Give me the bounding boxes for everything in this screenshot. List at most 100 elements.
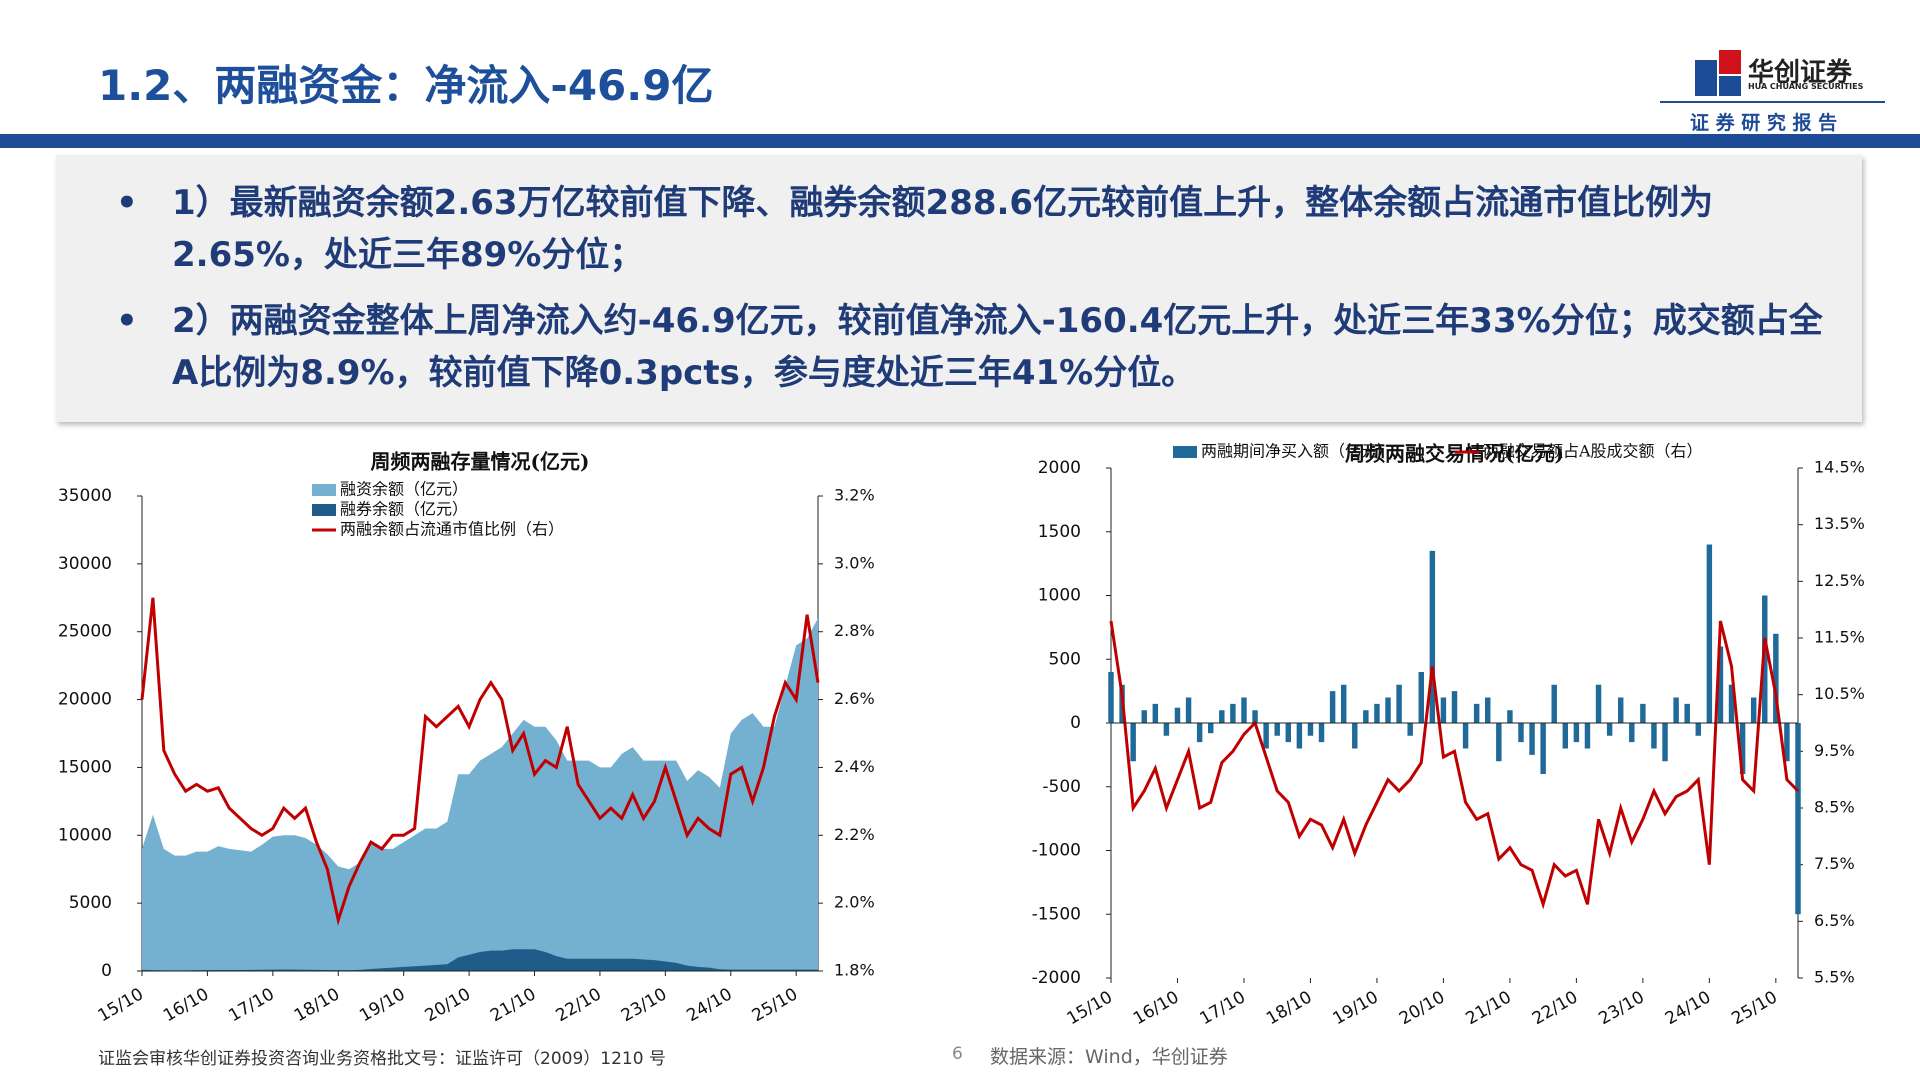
y-tick-label: -1000	[1032, 841, 1081, 861]
bar	[1374, 703, 1380, 723]
bar	[1739, 723, 1746, 774]
bar	[1706, 544, 1713, 723]
x-tick-label: 25/10	[1728, 987, 1780, 1029]
bar	[1285, 723, 1292, 743]
y-tick-label: 1000	[1038, 586, 1081, 606]
bar	[1629, 723, 1635, 743]
bar	[1329, 691, 1336, 723]
bar	[1507, 710, 1513, 723]
legend-label: 两融交易额占A股成交额（右）	[1483, 442, 1703, 461]
x-tick-label: 23/10	[1595, 987, 1647, 1029]
bar	[1728, 684, 1735, 723]
bar	[1673, 697, 1679, 723]
y2-tick-label: 2.8%	[834, 621, 875, 640]
x-tick-label: 19/10	[356, 984, 408, 1026]
bar	[1252, 710, 1258, 723]
bar	[1529, 723, 1535, 755]
bar	[1795, 723, 1801, 915]
bar	[1174, 707, 1181, 723]
bar	[1451, 691, 1458, 723]
x-tick-label: 15/10	[95, 984, 147, 1026]
y2-tick-label: 2.0%	[834, 893, 875, 912]
legend-swatch	[1173, 446, 1197, 458]
y2-tick-label: 2.2%	[834, 825, 875, 844]
line	[1109, 620, 1800, 910]
x-tick-label: 16/10	[160, 984, 212, 1026]
y-tick-label: 35000	[58, 486, 112, 506]
x-tick-label: 19/10	[1330, 987, 1382, 1029]
bar	[1717, 646, 1724, 723]
y-tick-label: 0	[1070, 713, 1081, 733]
y-tick-label: 15000	[58, 757, 112, 777]
bar	[1207, 723, 1214, 734]
bar	[1485, 697, 1491, 723]
y2-tick-label: 2.4%	[834, 757, 875, 776]
y-tick-label: -2000	[1032, 968, 1081, 988]
source: 数据来源：Wind，华创证券	[990, 1046, 1228, 1068]
x-tick-label: 18/10	[1263, 987, 1315, 1029]
logo-en: HUA CHUANG SECURITIES	[1748, 82, 1864, 91]
bar	[1185, 697, 1192, 723]
x-tick-label: 20/10	[1396, 987, 1448, 1029]
y-tick-label: 10000	[58, 825, 112, 845]
y-tick-label: 1500	[1038, 522, 1081, 542]
x-tick-label: 22/10	[1529, 987, 1581, 1029]
chart-title: 周频两融存量情况(亿元)	[371, 450, 590, 474]
bar	[1606, 723, 1613, 736]
y-tick-label: 500	[1049, 649, 1081, 669]
x-tick-label: 17/10	[225, 984, 277, 1026]
bar	[1662, 723, 1668, 762]
y2-tick-label: 6.5%	[1814, 911, 1855, 930]
license: 证监会审核华创证券投资咨询业务资格批文号：证监许可（2009）1210 号	[98, 1049, 666, 1069]
y2-tick-label: 10.5%	[1814, 684, 1865, 703]
bullet: 2）两融资金整体上周净流入约-46.9亿元，较前值净流入-160.4亿元上升，处…	[116, 295, 1832, 399]
legend-label: 两融余额占流通市值比例（右）	[340, 520, 564, 539]
bar	[1196, 723, 1203, 743]
bar	[1241, 697, 1247, 723]
logo-icon	[1695, 50, 1741, 96]
x-tick-label: 17/10	[1197, 987, 1249, 1029]
bar	[1762, 595, 1768, 723]
bar	[1163, 723, 1170, 736]
bar	[1784, 723, 1790, 762]
x-tick-label: 24/10	[1662, 987, 1714, 1029]
y-tick-label: 2000	[1038, 458, 1081, 478]
y-tick-label: 20000	[58, 690, 112, 710]
legend-swatch	[312, 504, 336, 516]
y2-tick-label: 11.5%	[1814, 628, 1865, 647]
y2-tick-label: 8.5%	[1814, 798, 1855, 817]
bar	[1750, 697, 1757, 723]
bullet: 1）最新融资余额2.63万亿较前值下降、融券余额288.6亿元较前值上升，整体余…	[116, 177, 1832, 281]
bar	[1684, 703, 1690, 723]
area	[142, 618, 818, 971]
bar	[1296, 723, 1303, 749]
line	[140, 597, 820, 926]
y2-tick-label: 12.5%	[1814, 571, 1865, 590]
x-tick-label: 18/10	[291, 984, 343, 1026]
bar	[1219, 710, 1225, 723]
x-tick-label: 23/10	[618, 984, 670, 1026]
logo-name: 华创证券	[1748, 58, 1853, 88]
bar	[1540, 723, 1546, 774]
bar	[1562, 723, 1569, 749]
legend-label: 两融期间净买入额（亿元）	[1201, 442, 1393, 461]
bar	[1363, 710, 1369, 723]
x-tick-label: 24/10	[683, 984, 735, 1026]
y2-tick-label: 2.6%	[834, 689, 875, 708]
bar	[1130, 723, 1136, 762]
bar	[1407, 723, 1413, 736]
bar	[1230, 703, 1236, 723]
charts: 周频两融存量情况(亿元)0500010000150002000025000300…	[58, 442, 1865, 1030]
bar	[1595, 684, 1602, 723]
area	[142, 949, 818, 971]
y2-tick-label: 1.8%	[834, 961, 875, 980]
page-number: 6	[952, 1044, 963, 1064]
bar	[1263, 723, 1269, 749]
bar	[1462, 723, 1469, 749]
y2-tick-label: 13.5%	[1814, 514, 1865, 533]
y2-tick-label: 14.5%	[1814, 458, 1865, 477]
logo-line	[1660, 101, 1885, 103]
bar	[1429, 550, 1436, 723]
bar	[1141, 710, 1147, 723]
